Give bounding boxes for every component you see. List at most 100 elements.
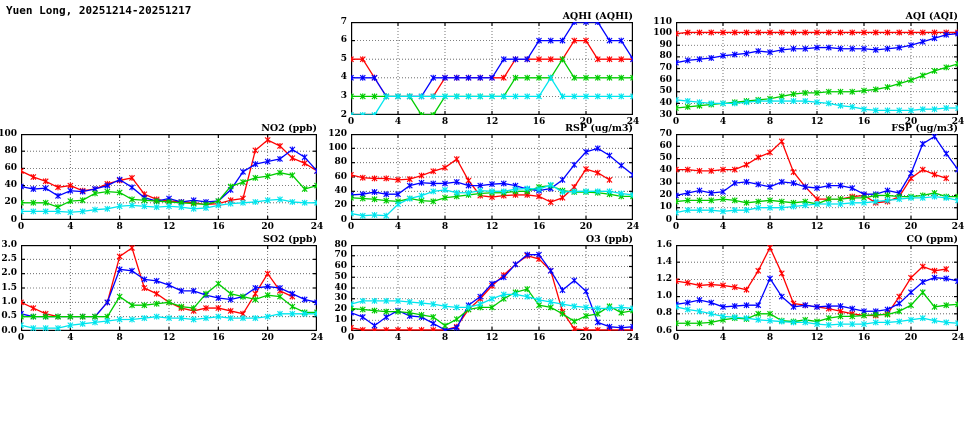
x-tick-label: 16: [532, 333, 546, 343]
series-marker-cyan: [837, 201, 844, 208]
series-marker-green: [203, 290, 209, 297]
series-marker-green: [277, 169, 283, 176]
series-marker-cyan: [351, 112, 354, 115]
series-marker-blue: [767, 183, 773, 190]
y-tick-label: 50: [659, 86, 672, 97]
series-marker-cyan: [583, 93, 589, 100]
x-tick-label: 16: [532, 117, 546, 127]
series-marker-green: [676, 320, 679, 327]
series-marker-red: [755, 154, 762, 161]
y-tick-label: 3.0: [1, 239, 17, 250]
series-marker-cyan: [264, 197, 271, 204]
series-marker-blue: [676, 59, 679, 66]
series-marker-blue: [908, 170, 914, 177]
series-marker-red: [861, 29, 867, 36]
series-marker-cyan: [720, 100, 726, 107]
series-marker-green: [594, 74, 601, 81]
y-tick-label: 40: [4, 180, 17, 191]
series-marker-cyan: [767, 98, 773, 105]
series-marker-red: [767, 29, 773, 36]
y-tick-label: 110: [653, 16, 672, 27]
series-marker-red: [676, 30, 679, 37]
series-marker-red: [731, 29, 738, 36]
series-marker-cyan: [696, 207, 703, 214]
series-marker-cyan: [778, 204, 785, 211]
y-tick-label: 70: [334, 250, 347, 261]
series-marker-blue: [955, 166, 958, 173]
series-marker-green: [767, 310, 773, 317]
series-marker-blue: [430, 74, 437, 81]
series-marker-green: [696, 197, 703, 204]
y-tick-label: 0: [340, 325, 347, 336]
series-marker-cyan: [500, 188, 507, 195]
chart-panel-rsp: RSP (ug/m3) 0 20 40 60 80 100 120 0 4 8 12 16 20 24: [328, 123, 639, 232]
series-marker-blue: [908, 289, 914, 296]
series-marker-red: [696, 29, 703, 36]
series-marker-green: [79, 313, 86, 320]
series-marker-red: [778, 29, 785, 36]
series-marker-red: [277, 143, 283, 150]
x-tick-label: 20: [904, 333, 918, 343]
series-marker-red: [406, 326, 413, 331]
series-marker-cyan: [489, 295, 495, 302]
series-marker-red: [676, 166, 679, 173]
series-marker-green: [884, 84, 891, 91]
series-marker-green: [778, 198, 785, 205]
series-marker-green: [861, 312, 867, 319]
series-marker-blue: [395, 191, 401, 198]
series-marker-blue: [252, 285, 259, 291]
series-marker-red: [571, 37, 578, 44]
series-marker-green: [908, 77, 914, 84]
series-marker-green: [418, 311, 425, 318]
series-marker-blue: [755, 48, 762, 55]
series-marker-green: [289, 303, 296, 310]
series-marker-cyan: [264, 313, 271, 320]
series-marker-blue: [500, 56, 507, 63]
series-marker-red: [67, 182, 74, 189]
series-marker-blue: [277, 155, 283, 162]
series-marker-blue: [908, 42, 914, 49]
series-marker-green: [618, 309, 625, 316]
series-marker-cyan: [301, 199, 308, 206]
series-marker-red: [731, 284, 738, 291]
series-marker-blue: [442, 180, 448, 187]
series-marker-green: [383, 308, 390, 315]
series-marker-red: [696, 282, 703, 289]
series-marker-red: [919, 166, 926, 173]
series-marker-cyan: [395, 297, 401, 304]
series-marker-blue: [708, 55, 715, 62]
series-marker-cyan: [359, 212, 366, 219]
series-marker-cyan: [92, 319, 98, 326]
series-marker-blue: [684, 57, 691, 64]
series-marker-green: [227, 290, 234, 297]
series-marker-cyan: [884, 107, 891, 114]
series-marker-blue: [731, 303, 738, 310]
series-marker-cyan: [178, 315, 185, 322]
series-marker-cyan: [676, 209, 679, 216]
chart-plot-aqhi: [351, 22, 633, 115]
series-marker-green: [524, 286, 531, 293]
series-marker-cyan: [618, 93, 625, 100]
series-marker-cyan: [104, 317, 111, 324]
series-marker-red: [571, 325, 578, 331]
series-marker-red: [430, 168, 437, 175]
x-tick-label: 20: [579, 117, 593, 127]
series-marker-blue: [802, 45, 809, 52]
series-marker-blue: [42, 185, 49, 192]
series-marker-blue: [371, 74, 378, 81]
x-tick-label: 8: [766, 333, 774, 343]
series-marker-cyan: [383, 297, 390, 304]
y-tick-label: 70: [659, 128, 672, 139]
series-marker-cyan: [465, 189, 472, 196]
series-marker-green: [395, 308, 401, 315]
series-marker-red: [731, 166, 738, 173]
series-marker-blue: [720, 303, 726, 310]
series-marker-cyan: [630, 191, 633, 198]
series-marker-red: [919, 263, 926, 270]
series-marker-blue: [301, 296, 308, 303]
series-marker-green: [418, 112, 425, 115]
series-marker-blue: [955, 30, 958, 37]
x-tick-label: 20: [904, 222, 918, 232]
y-tick-label: 0: [665, 214, 672, 225]
series-marker-green: [430, 112, 437, 115]
